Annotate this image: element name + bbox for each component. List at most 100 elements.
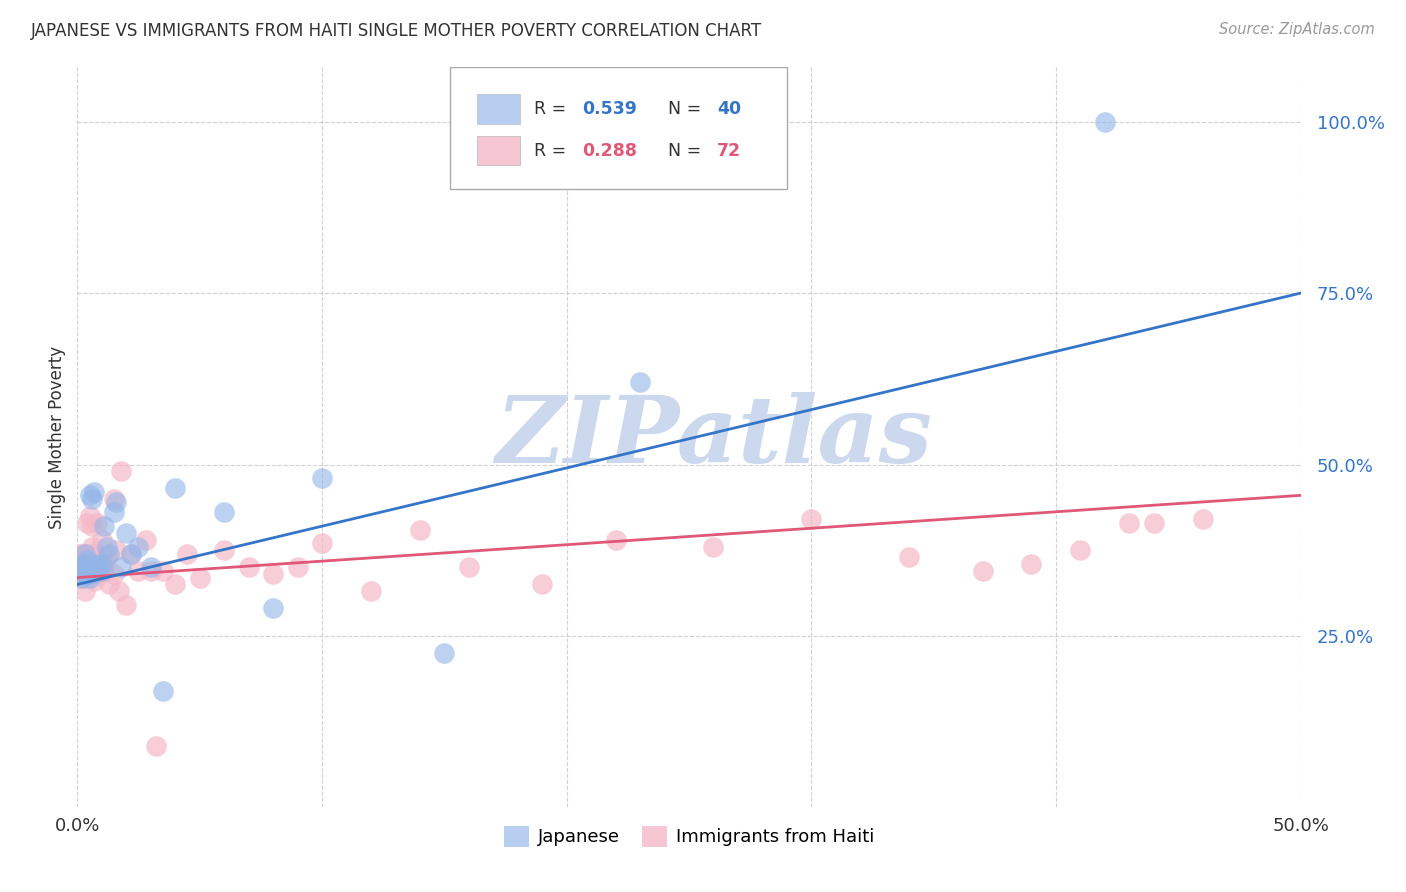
Point <box>115 598 138 612</box>
Point <box>103 491 125 506</box>
Point <box>98 577 121 591</box>
Point <box>152 683 174 698</box>
Point <box>105 495 128 509</box>
Point <box>86 564 108 578</box>
Point <box>145 739 167 753</box>
Point <box>409 523 432 537</box>
Point <box>79 567 101 582</box>
Text: 72: 72 <box>717 142 741 160</box>
Point <box>73 557 96 571</box>
Point <box>79 547 101 561</box>
Point <box>86 560 108 574</box>
Point <box>80 491 103 506</box>
Point <box>1143 516 1166 530</box>
Point <box>1021 557 1043 571</box>
Text: JAPANESE VS IMMIGRANTS FROM HAITI SINGLE MOTHER POVERTY CORRELATION CHART: JAPANESE VS IMMIGRANTS FROM HAITI SINGLE… <box>31 22 762 40</box>
Point <box>115 526 138 541</box>
Point <box>360 584 382 599</box>
Point <box>83 560 105 574</box>
Point <box>73 584 96 599</box>
Text: R =: R = <box>534 100 571 118</box>
Point <box>76 564 98 578</box>
Point <box>110 560 132 574</box>
Point <box>86 564 108 578</box>
Text: 0.288: 0.288 <box>582 142 637 160</box>
Point <box>311 471 333 485</box>
Text: Source: ZipAtlas.com: Source: ZipAtlas.com <box>1219 22 1375 37</box>
Point <box>1069 543 1091 558</box>
Text: ZIPatlas: ZIPatlas <box>495 392 932 482</box>
Text: 0.539: 0.539 <box>582 100 637 118</box>
Point <box>83 574 105 588</box>
FancyBboxPatch shape <box>477 95 520 124</box>
Point <box>605 533 627 547</box>
Point <box>120 547 142 561</box>
Text: 40: 40 <box>717 100 741 118</box>
Point <box>76 567 98 582</box>
Point <box>76 560 98 574</box>
Point <box>212 506 235 520</box>
Point <box>73 547 96 561</box>
Point <box>103 567 125 582</box>
Point <box>83 560 105 574</box>
Legend: Japanese, Immigrants from Haiti: Japanese, Immigrants from Haiti <box>496 819 882 854</box>
Point <box>287 560 309 574</box>
Point <box>152 564 174 578</box>
Point <box>70 571 93 585</box>
Point <box>898 549 921 564</box>
Point <box>127 540 149 554</box>
Point <box>79 508 101 523</box>
Point <box>90 553 112 567</box>
FancyBboxPatch shape <box>477 136 520 165</box>
Point <box>90 564 112 578</box>
Point <box>93 557 115 571</box>
Point <box>176 547 198 561</box>
Point <box>262 567 284 582</box>
Point <box>76 567 98 582</box>
Point <box>238 560 260 574</box>
Point <box>69 564 91 578</box>
Point <box>83 547 105 561</box>
Point <box>73 547 96 561</box>
Point <box>165 482 187 496</box>
Point <box>76 516 98 530</box>
Text: N =: N = <box>668 142 707 160</box>
Point <box>76 553 98 567</box>
Point <box>79 567 101 582</box>
Point <box>93 519 115 533</box>
Point <box>90 564 112 578</box>
Y-axis label: Single Mother Poverty: Single Mother Poverty <box>48 345 66 529</box>
Point <box>103 506 125 520</box>
Point <box>93 564 115 578</box>
Point <box>80 540 103 554</box>
Point <box>80 564 103 578</box>
Point <box>79 571 101 585</box>
Point <box>212 543 235 558</box>
Point <box>98 547 121 561</box>
Point <box>531 577 554 591</box>
Point <box>79 488 101 502</box>
Point <box>1191 512 1213 526</box>
Point <box>76 557 98 571</box>
Text: R =: R = <box>534 142 571 160</box>
Point <box>80 553 103 567</box>
Point <box>89 549 111 564</box>
Point <box>89 557 111 571</box>
Point <box>89 567 111 582</box>
Point <box>73 553 96 567</box>
Point <box>86 557 108 571</box>
Point <box>188 571 211 585</box>
Point <box>86 516 108 530</box>
Point <box>90 533 112 547</box>
Point <box>702 540 724 554</box>
Point <box>80 519 103 533</box>
Point <box>120 547 142 561</box>
Point <box>79 560 101 574</box>
Point <box>69 547 91 561</box>
Point <box>70 564 93 578</box>
Point <box>108 584 131 599</box>
Point <box>1118 516 1140 530</box>
Point <box>73 564 96 578</box>
FancyBboxPatch shape <box>450 67 787 189</box>
Point <box>70 571 93 585</box>
